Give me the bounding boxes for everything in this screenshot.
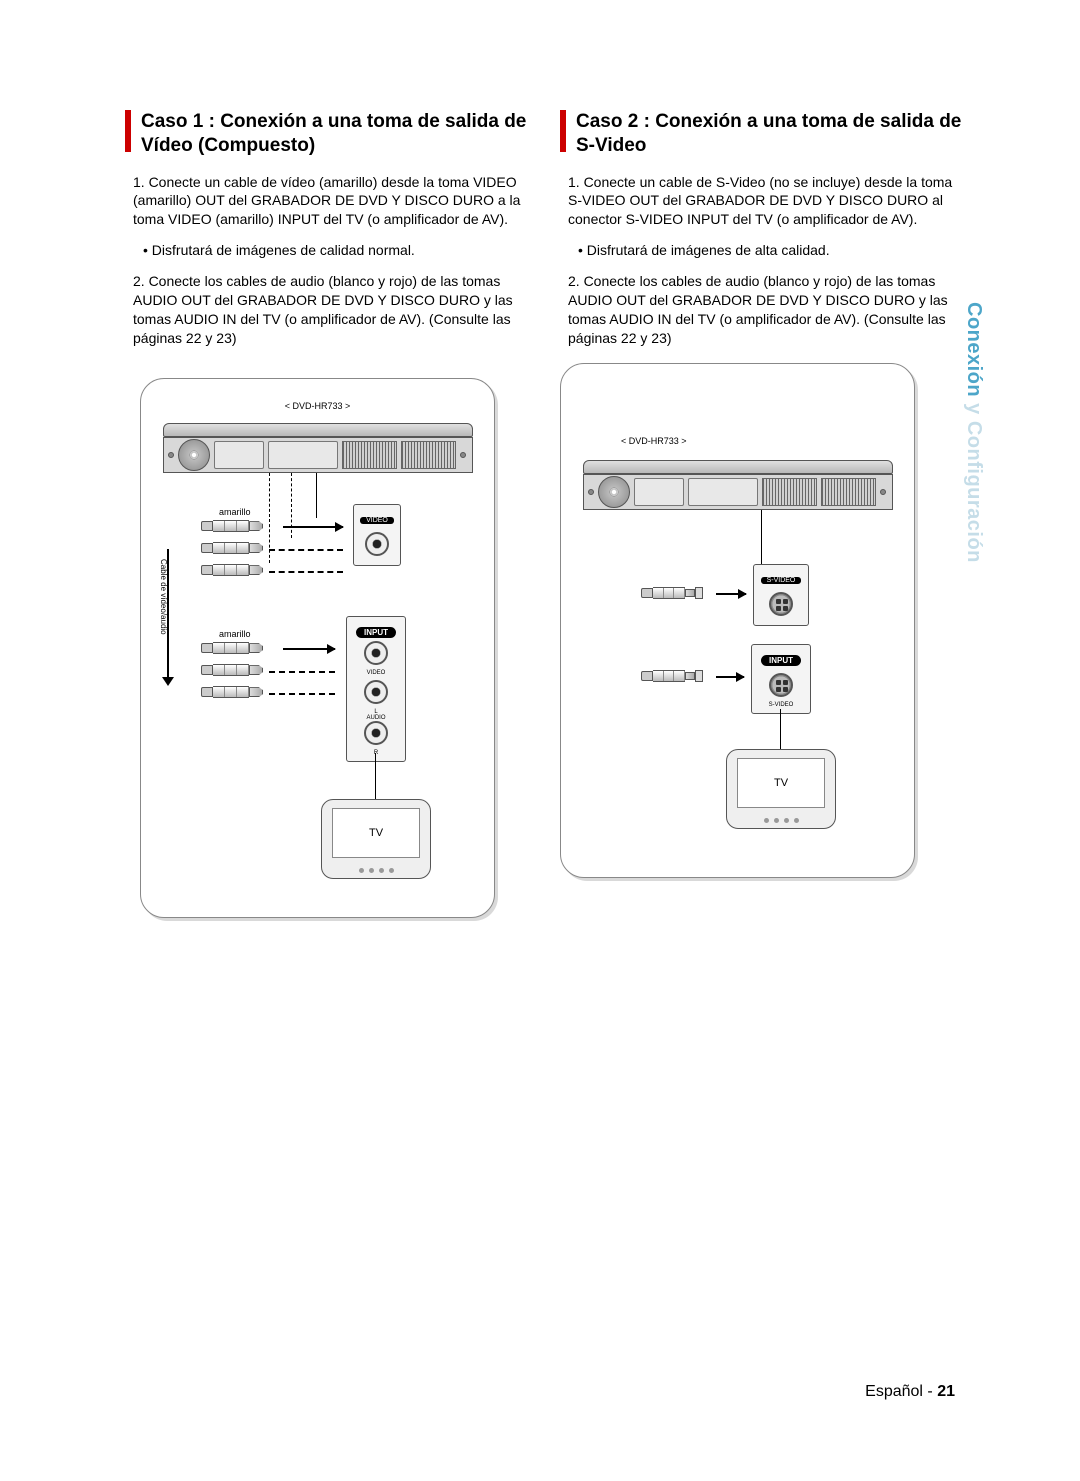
diagram-caso1: < DVD-HR733 > bbox=[140, 378, 495, 918]
fan-icon bbox=[598, 476, 630, 508]
tv-icon: TV bbox=[726, 749, 836, 829]
connection-line bbox=[780, 709, 781, 749]
column-caso2: Caso 2 : Conexión a una toma de salida d… bbox=[560, 110, 965, 918]
caso2-title: Caso 2 : Conexión a una toma de salida d… bbox=[560, 110, 965, 158]
svideo-jack-icon bbox=[769, 673, 793, 697]
arrow-dashed-icon bbox=[269, 693, 335, 695]
arrow-dashed-icon bbox=[269, 571, 343, 573]
tv-input-jacks: INPUT VIDEO L AUDIO R bbox=[346, 616, 406, 762]
connection-line-dash bbox=[291, 473, 292, 538]
svideo-label: S-VIDEO bbox=[761, 577, 802, 584]
vent-icon bbox=[342, 441, 397, 469]
svideo-cable-icon bbox=[641, 586, 703, 601]
sidetab-part2: y Configuración bbox=[963, 403, 985, 563]
video-label: VIDEO bbox=[360, 517, 394, 524]
connection-line bbox=[375, 753, 376, 799]
connection-line bbox=[761, 510, 762, 570]
caso1-step1-bullet: • Disfrutará de imágenes de calidad norm… bbox=[125, 241, 530, 260]
input-label: INPUT bbox=[761, 655, 801, 666]
device-label: < DVD-HR733 > bbox=[561, 436, 914, 446]
cable-icon bbox=[201, 519, 263, 534]
cable-icon bbox=[201, 563, 263, 578]
caso1-title: Caso 1 : Conexión a una toma de salida d… bbox=[125, 110, 530, 158]
tv-label: TV bbox=[332, 808, 420, 858]
column-caso1: Caso 1 : Conexión a una toma de salida d… bbox=[125, 110, 530, 918]
caso2-title-text: Caso 2 : Conexión a una toma de salida d… bbox=[576, 110, 965, 158]
r-label: R bbox=[352, 750, 400, 756]
svideo-input-jack: INPUT S-VIDEO bbox=[751, 644, 811, 714]
input-label: INPUT bbox=[356, 627, 396, 638]
side-arrow-line bbox=[167, 549, 169, 679]
svideo-micro-label: S-VIDEO bbox=[757, 702, 805, 708]
vent-icon bbox=[762, 478, 817, 506]
arrow-dashed-icon bbox=[269, 549, 343, 551]
cable-icon bbox=[201, 663, 263, 678]
video-out-jack: VIDEO bbox=[353, 504, 401, 566]
section-side-tab: Conexión y Configuración bbox=[962, 302, 985, 563]
dvd-recorder-icon bbox=[583, 460, 893, 510]
cable-icon bbox=[201, 541, 263, 556]
caso2-step1: 1. Conecte un cable de S-Video (no se in… bbox=[560, 173, 965, 230]
footer-lang: Español - bbox=[865, 1383, 937, 1400]
dvd-recorder-icon bbox=[163, 423, 473, 473]
fan-icon bbox=[178, 439, 210, 471]
amarillo-label: amarillo bbox=[219, 507, 251, 517]
caso2-step2: 2. Conecte los cables de audio (blanco y… bbox=[560, 272, 965, 348]
arrow-icon bbox=[716, 676, 744, 678]
caso1-title-text: Caso 1 : Conexión a una toma de salida d… bbox=[141, 110, 530, 158]
svideo-out-jack: S-VIDEO bbox=[753, 564, 809, 626]
cable-icon bbox=[201, 685, 263, 700]
rca-jack-icon bbox=[364, 680, 388, 704]
arrow-dashed-icon bbox=[269, 671, 335, 673]
diagram-caso2: < DVD-HR733 > bbox=[560, 363, 915, 878]
arrow-icon bbox=[716, 593, 746, 595]
audio-micro-label: AUDIO bbox=[352, 715, 400, 721]
diagram-caso2-wrap: < DVD-HR733 > bbox=[560, 363, 965, 878]
arrow-icon bbox=[283, 526, 343, 528]
caso2-step1-bullet: • Disfrutará de imágenes de alta calidad… bbox=[560, 241, 965, 260]
arrow-icon bbox=[283, 648, 335, 650]
svideo-jack-icon bbox=[769, 592, 793, 616]
caso1-step1: 1. Conecte un cable de vídeo (amarillo) … bbox=[125, 173, 530, 230]
tv-icon: TV bbox=[321, 799, 431, 879]
diagram-caso1-wrap: < DVD-HR733 > bbox=[125, 378, 530, 918]
amarillo-label: amarillo bbox=[219, 629, 251, 639]
sidetab-part1: Conexión bbox=[963, 302, 985, 403]
caso1-step2: 2. Conecte los cables de audio (blanco y… bbox=[125, 272, 530, 348]
svideo-cable-icon bbox=[641, 669, 703, 684]
device-label: < DVD-HR733 > bbox=[141, 401, 494, 411]
chevron-down-icon bbox=[162, 677, 174, 686]
page-footer: Español - 21 bbox=[865, 1383, 955, 1401]
rca-jack-icon bbox=[365, 532, 389, 556]
rca-jack-icon bbox=[364, 721, 388, 745]
video-micro-label: VIDEO bbox=[352, 670, 400, 676]
connection-line bbox=[316, 473, 317, 518]
accent-bar-icon bbox=[560, 110, 566, 152]
footer-page-number: 21 bbox=[937, 1383, 955, 1400]
accent-bar-icon bbox=[125, 110, 131, 152]
rca-jack-icon bbox=[364, 641, 388, 665]
cable-icon bbox=[201, 641, 263, 656]
tv-label: TV bbox=[737, 758, 825, 808]
